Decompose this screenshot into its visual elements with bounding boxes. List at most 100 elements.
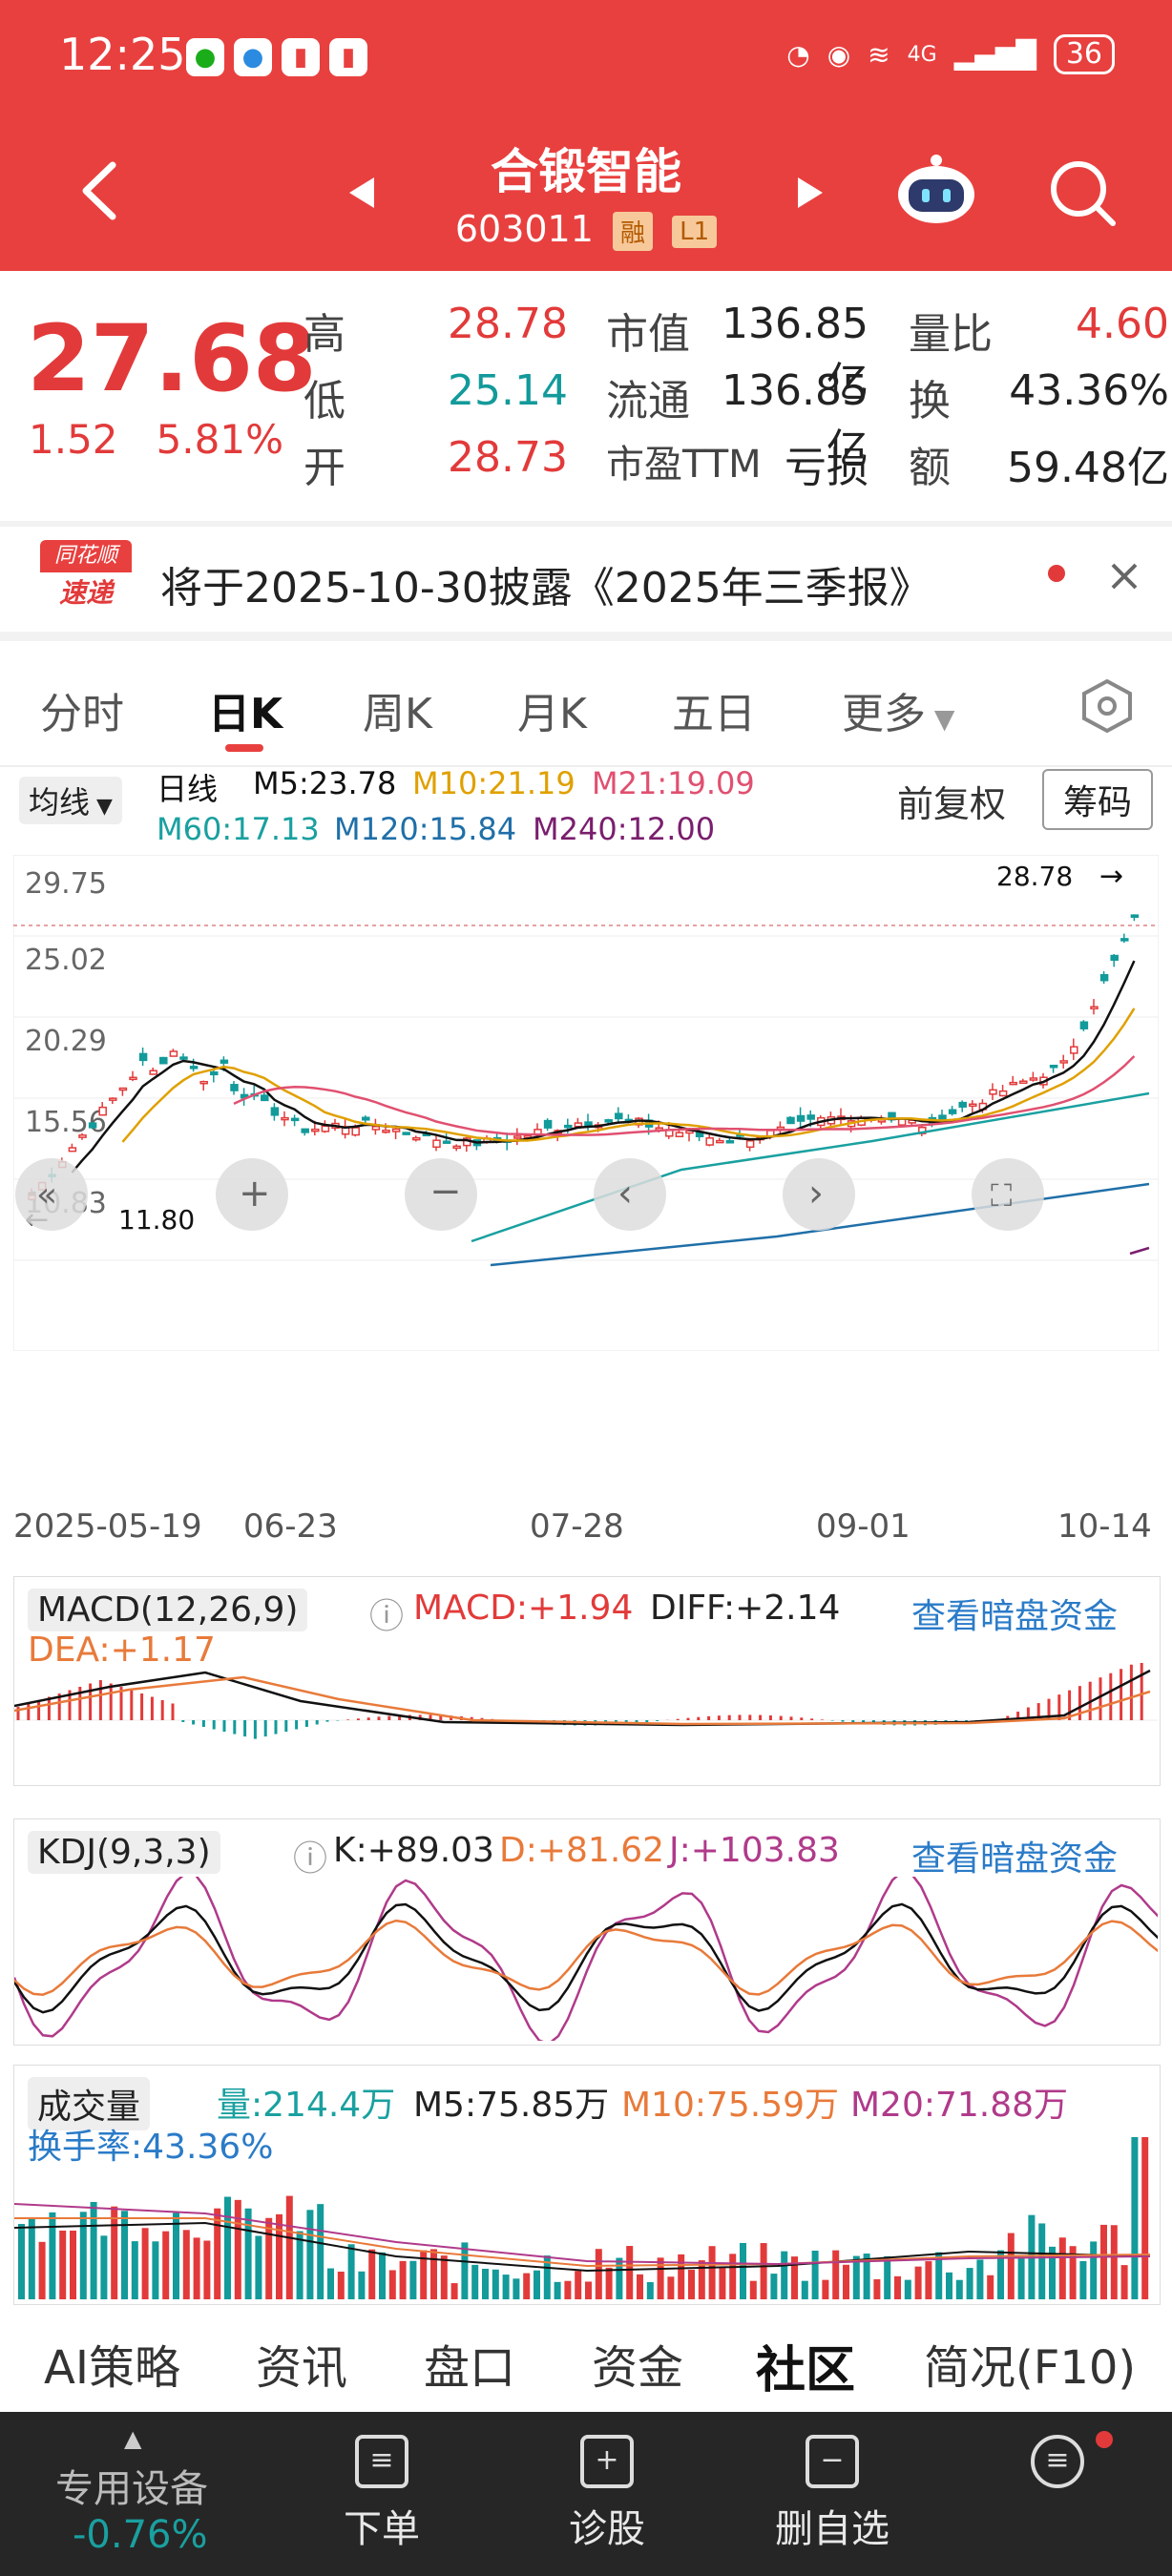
candle-body xyxy=(543,1119,553,1129)
tab-weekly-k[interactable]: 周K xyxy=(363,690,432,738)
help-icon[interactable]: ⓘ xyxy=(293,1839,328,1879)
kdj-dark-pool-link[interactable]: 查看暗盘资金 xyxy=(911,1839,1119,1879)
candle-body xyxy=(230,1084,239,1091)
volume-bar xyxy=(193,2237,200,2299)
announcement-text[interactable]: 将于2025-10-30披露《2025年三季报》 xyxy=(160,564,931,613)
tab-orderbook[interactable]: 盘口 xyxy=(424,2341,516,2395)
tab-funds[interactable]: 资金 xyxy=(592,2341,684,2395)
x-tick: 2025-05-19 xyxy=(13,1507,202,1546)
tab-community[interactable]: 社区 xyxy=(756,2342,856,2399)
more-menu-button[interactable]: ≡ xyxy=(972,2435,1143,2498)
kdj-panel[interactable]: KDJ(9,3,3) ⓘ K:+89.03 D:+81.62 J:+103.83… xyxy=(13,1818,1161,2046)
volume-bar xyxy=(79,2212,87,2299)
chevron-right-icon: › xyxy=(808,1172,824,1215)
x-tick: 07-28 xyxy=(530,1507,624,1546)
next-stock-icon[interactable] xyxy=(790,174,828,212)
volume-selector[interactable]: 成交量 xyxy=(28,2077,151,2130)
collapse-left-button[interactable]: « xyxy=(15,1158,88,1231)
tab-five-day[interactable]: 五日 xyxy=(672,690,756,738)
pan-right-button[interactable]: › xyxy=(783,1158,855,1231)
volume-bar xyxy=(543,2255,551,2299)
volume-bar xyxy=(698,2260,705,2299)
ma-selector[interactable]: 均线 ▼ xyxy=(19,777,122,824)
volume-bar xyxy=(688,2270,695,2299)
tab-ai-strategy[interactable]: AI策略 xyxy=(44,2341,180,2395)
kdj-title: KDJ(9,3,3) xyxy=(28,1831,220,1874)
kdj-line xyxy=(14,1919,1158,1996)
fullscreen-button[interactable]: ⛶ xyxy=(972,1158,1044,1231)
volume-panel[interactable]: 成交量 量:214.4万 M5:75.85万 M10:75.59万 M20:71… xyxy=(13,2065,1161,2305)
candle-body xyxy=(149,1070,157,1075)
remove-watchlist-button[interactable]: − 删自选 xyxy=(746,2435,918,2553)
vol-ratio-value: 4.60 xyxy=(1076,300,1169,348)
zoom-out-button[interactable]: − xyxy=(405,1158,477,1231)
notification-dot xyxy=(1096,2431,1113,2448)
kdj-chart xyxy=(14,1877,1158,2041)
message-icon: ● xyxy=(234,38,272,76)
tab-daily-k[interactable]: 日K xyxy=(208,690,283,738)
volume-bar xyxy=(502,2275,510,2299)
tab-more[interactable]: 更多 ▼ xyxy=(842,679,954,740)
pan-left-button[interactable]: ‹ xyxy=(594,1158,666,1231)
wechat-icon: ● xyxy=(186,38,224,76)
sector-name[interactable]: 专用设备 xyxy=(55,2467,208,2511)
adjust-mode[interactable]: 前复权 xyxy=(897,783,1007,825)
help-icon[interactable]: ⓘ xyxy=(369,1597,405,1636)
volume-bar xyxy=(616,2257,623,2299)
candlestick-chart[interactable]: 29.75 25.02 20.29 15.56 10.83 28.78 → ← … xyxy=(13,855,1159,1351)
volume-bar xyxy=(152,2241,159,2299)
tab-monthly-k[interactable]: 月K xyxy=(517,690,587,738)
back-icon[interactable] xyxy=(76,157,124,224)
volume-bar xyxy=(946,2272,952,2299)
macd-dark-pool-link[interactable]: 查看暗盘资金 xyxy=(911,1597,1119,1636)
volume-bar xyxy=(904,2279,911,2299)
candle-body xyxy=(584,1121,593,1127)
candle-body xyxy=(1059,1060,1068,1064)
diagnose-button[interactable]: + 诊股 xyxy=(521,2435,693,2553)
volume-bar xyxy=(646,2282,654,2299)
bottom-info-tabs: AI策略 资讯 盘口 资金 社区 简况(F10) xyxy=(0,2311,1172,2412)
volume-bar xyxy=(914,2266,922,2299)
candle-body xyxy=(432,1139,441,1149)
macd-selector[interactable]: MACD(12,26,9) xyxy=(28,1589,308,1631)
minus-icon: − xyxy=(429,1170,462,1214)
volume-bar xyxy=(18,2223,25,2299)
volume-bar xyxy=(90,2201,97,2299)
volume-bar xyxy=(554,2281,561,2299)
candle-body xyxy=(220,1059,229,1064)
volume-bar xyxy=(461,2242,469,2299)
ma240: M240:12.00 xyxy=(533,811,716,847)
robot-assistant-icon[interactable] xyxy=(895,153,977,229)
volume-bar xyxy=(255,2235,262,2299)
prev-stock-icon[interactable] xyxy=(344,174,382,212)
kdj-selector[interactable]: KDJ(9,3,3) xyxy=(28,1831,220,1874)
tab-f10[interactable]: 简况(F10) xyxy=(924,2341,1137,2395)
macd-panel[interactable]: MACD(12,26,9) ⓘ MACD:+1.94 DIFF:+2.14 查看… xyxy=(13,1576,1161,1786)
dea-line xyxy=(14,1675,1151,1726)
candle-body xyxy=(513,1135,522,1139)
zoom-in-button[interactable]: + xyxy=(216,1158,288,1231)
search-icon[interactable] xyxy=(1048,158,1119,229)
change-amount: 1.52 xyxy=(29,416,118,463)
chips-button[interactable]: 筹码 xyxy=(1042,769,1154,830)
candle-body xyxy=(564,1124,573,1129)
diagnose-label: 诊股 xyxy=(569,2507,645,2551)
candle-body xyxy=(88,1122,97,1129)
volume-bar xyxy=(935,2252,943,2299)
volume-bar xyxy=(244,2208,252,2299)
candle-body xyxy=(362,1116,370,1121)
candle-body xyxy=(1009,1081,1017,1086)
volume-bar xyxy=(657,2257,664,2299)
candle-body xyxy=(442,1140,451,1144)
settings-hexagon-icon[interactable] xyxy=(1078,677,1136,735)
announcement-bar[interactable]: 同花顺 速递 将于2025-10-30披露《2025年三季报》 xyxy=(0,527,1172,632)
volume-bar xyxy=(317,2204,324,2299)
tab-intraday[interactable]: 分时 xyxy=(40,690,124,738)
amount-label: 额 xyxy=(909,444,951,492)
order-button[interactable]: ≡ 下单 xyxy=(296,2435,468,2553)
close-icon[interactable] xyxy=(1105,557,1143,595)
volume-bar xyxy=(740,2242,746,2299)
volume-bar xyxy=(667,2276,675,2299)
candle-body xyxy=(1019,1080,1028,1084)
tab-news[interactable]: 资讯 xyxy=(256,2341,348,2395)
